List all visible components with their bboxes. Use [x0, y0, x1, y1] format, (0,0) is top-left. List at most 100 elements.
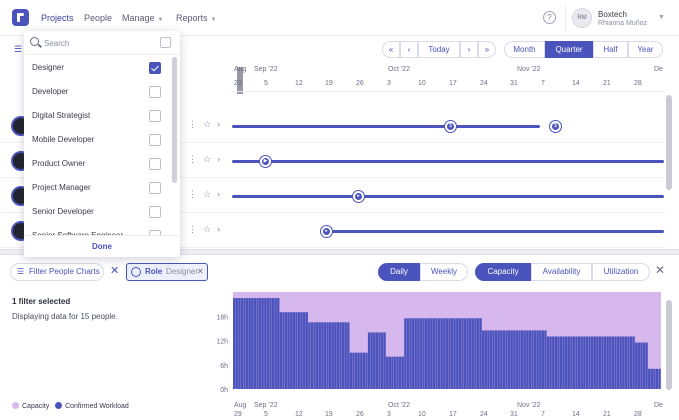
role-option[interactable]: Developer — [24, 80, 174, 104]
user-company: Boxtech — [598, 10, 627, 19]
day-label: 26 — [356, 80, 364, 87]
workload-bar — [492, 330, 495, 389]
role-option-checkbox[interactable] — [149, 62, 161, 74]
view-availability[interactable]: Availability — [531, 263, 592, 281]
user-menu[interactable]: RM Boxtech Rhianna Muñoz ▼ — [565, 4, 667, 31]
assignment-bar[interactable] — [232, 125, 540, 128]
nav-reports[interactable]: Reports ▼ — [176, 13, 216, 23]
milestone-icon[interactable]: $ — [550, 121, 561, 132]
role-option-checkbox[interactable] — [149, 134, 161, 146]
workload-bar — [474, 318, 477, 389]
workload-bar — [635, 342, 638, 389]
legend-label: Capacity — [22, 403, 50, 410]
role-option-label: Senior Developer — [32, 207, 94, 216]
workload-bar — [344, 322, 347, 389]
assignment-bar[interactable] — [232, 160, 664, 163]
view-utilization[interactable]: Utilization — [592, 263, 650, 281]
y-tick-label: 12h — [216, 339, 228, 346]
scrollbar[interactable] — [666, 300, 672, 390]
legend-item-workload: Confirmed Workload — [55, 402, 129, 410]
role-option[interactable]: Project Manager — [24, 176, 174, 200]
scale-quarter[interactable]: Quarter — [545, 41, 593, 58]
scale-year[interactable]: Year — [628, 41, 663, 58]
today-button[interactable]: Today — [418, 41, 460, 58]
row-actions[interactable]: ⋮☆› — [188, 189, 227, 199]
workload-bar — [386, 356, 389, 389]
jump-back-button[interactable]: « — [382, 41, 400, 58]
filter-icon[interactable]: ☰ — [14, 44, 23, 54]
scale-month[interactable]: Month — [504, 41, 545, 58]
workload-bar — [624, 336, 628, 389]
nav-manage[interactable]: Manage ▼ — [122, 13, 163, 23]
select-all-checkbox[interactable] — [160, 37, 171, 48]
search-input[interactable] — [44, 37, 144, 49]
workload-bar — [328, 322, 332, 389]
workload-bar — [417, 318, 420, 389]
workload-bar — [466, 318, 469, 389]
role-option[interactable]: Digital Strategist — [24, 104, 174, 128]
next-button[interactable]: › — [460, 41, 478, 58]
role-option[interactable]: Senior Developer — [24, 200, 174, 224]
milestone-icon[interactable]: ▸ — [321, 226, 332, 237]
row-actions[interactable]: ⋮☆› — [188, 119, 227, 129]
workload-bar — [339, 322, 342, 389]
milestone-icon[interactable]: $ — [445, 121, 456, 132]
workload-bar — [562, 336, 565, 389]
workload-bar — [487, 330, 490, 389]
remove-chip-icon[interactable]: ✕ — [197, 267, 204, 276]
workload-bar — [567, 336, 570, 389]
workload-bar — [544, 330, 547, 389]
jump-forward-button[interactable]: » — [478, 41, 496, 58]
workload-bar — [266, 298, 270, 389]
view-capacity[interactable]: Capacity — [475, 263, 531, 281]
row-actions[interactable]: ⋮☆› — [188, 224, 227, 234]
nav-projects[interactable]: Projects — [41, 13, 74, 23]
period-weekly[interactable]: Weekly — [420, 263, 468, 281]
y-tick-label: 18h — [216, 314, 228, 321]
nav-people[interactable]: People — [84, 13, 113, 23]
chevron-down-icon: ▼ — [157, 17, 164, 23]
row-actions[interactable]: ⋮☆› — [188, 154, 227, 164]
app-logo[interactable] — [12, 9, 29, 26]
clear-filters-icon[interactable]: ✕ — [110, 265, 120, 277]
workload-bar — [476, 318, 480, 389]
close-icon[interactable]: ✕ — [655, 263, 666, 277]
assignment-bar[interactable] — [232, 195, 664, 198]
role-option-checkbox[interactable] — [149, 158, 161, 170]
day-label: 5 — [264, 80, 268, 87]
timeline-months: Aug Sep '22 Oct '22 Nov '22 De — [231, 66, 665, 77]
workload-bar — [606, 336, 609, 389]
workload-bar — [546, 336, 550, 389]
dropdown-footer: Done — [24, 235, 180, 257]
capacity-chart: 0h 6h 12h 18h — [216, 292, 661, 394]
role-option[interactable]: Mobile Developer — [24, 128, 174, 152]
workload-bar — [238, 298, 241, 389]
workload-bar — [331, 322, 334, 389]
workload-bar — [365, 352, 368, 390]
workload-bar — [505, 330, 508, 389]
help-icon[interactable]: ? — [543, 11, 556, 24]
scrollbar[interactable] — [666, 95, 672, 190]
role-option-checkbox[interactable] — [149, 110, 161, 122]
role-option-checkbox[interactable] — [149, 86, 161, 98]
day-label: 29 — [234, 80, 242, 87]
prev-button[interactable]: ‹ — [400, 41, 418, 58]
role-filter-chip[interactable]: Role Designer ✕ — [126, 263, 208, 281]
period-daily[interactable]: Daily — [378, 263, 420, 281]
role-option-checkbox[interactable] — [149, 182, 161, 194]
scale-half[interactable]: Half — [593, 41, 628, 58]
done-button[interactable]: Done — [92, 242, 112, 251]
filter-people-charts-button[interactable]: ☰ Filter People Charts — [10, 263, 104, 281]
assignment-bar[interactable] — [322, 230, 664, 233]
role-option[interactable]: Product Owner — [24, 152, 174, 176]
workload-bar — [577, 336, 581, 389]
workload-bar — [277, 298, 280, 389]
milestone-icon[interactable]: ▸ — [353, 191, 364, 202]
workload-bar — [271, 298, 275, 389]
milestone-icon[interactable]: ▶ — [260, 156, 271, 167]
axis-day-label: 14 — [572, 411, 580, 418]
role-option[interactable]: Designer — [24, 56, 174, 80]
panel-resize-handle[interactable] — [0, 249, 679, 255]
scrollbar[interactable] — [172, 57, 177, 183]
role-option-checkbox[interactable] — [149, 206, 161, 218]
